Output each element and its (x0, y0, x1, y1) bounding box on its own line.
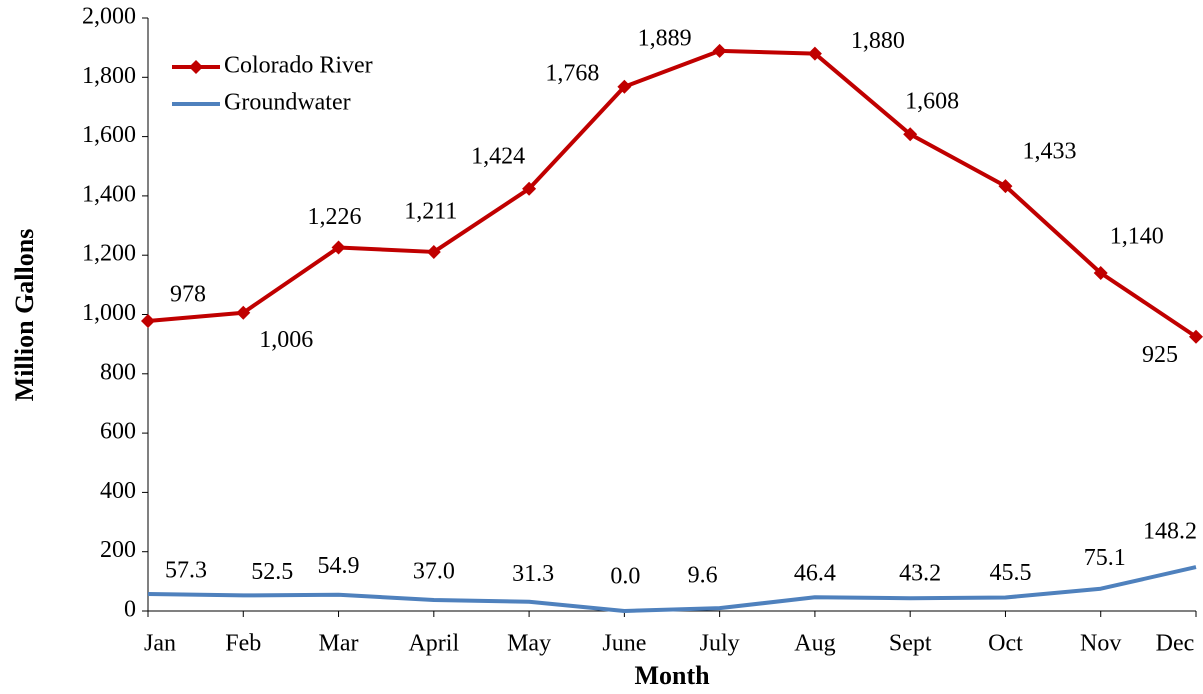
y-tick-label: 800 (100, 359, 136, 385)
marker (331, 240, 346, 255)
marker (998, 179, 1013, 194)
y-tick-label: 1,800 (82, 63, 136, 89)
x-tick-label: Feb (225, 631, 261, 657)
x-tick-label: April (408, 631, 459, 657)
data-label: 1,006 (259, 327, 313, 353)
x-tick-label: Nov (1080, 631, 1121, 657)
data-label: 37.0 (413, 559, 455, 585)
data-label: 54.9 (318, 553, 360, 579)
marker (426, 244, 441, 259)
legend-label: Colorado River (224, 53, 373, 79)
data-label: 1,889 (638, 25, 692, 51)
x-tick-label: Sept (889, 631, 932, 657)
legend-label: Groundwater (224, 90, 351, 116)
y-tick-label: 200 (100, 537, 136, 563)
data-label: 148.2 (1143, 519, 1197, 545)
data-label: 1,424 (471, 143, 525, 169)
y-tick-label: 2,000 (82, 4, 136, 30)
data-label: 1,140 (1110, 223, 1164, 249)
x-tick-label: Oct (988, 631, 1023, 657)
legend-marker (189, 60, 203, 74)
y-tick-label: 1,400 (82, 181, 136, 207)
marker (236, 305, 251, 320)
data-label: 45.5 (989, 560, 1031, 586)
data-label: 1,608 (905, 89, 959, 115)
data-label: 0.0 (610, 564, 640, 590)
y-tick-label: 1,200 (82, 241, 136, 267)
x-tick-label: Jan (144, 631, 176, 657)
x-tick-label: July (700, 631, 740, 657)
data-label: 925 (1142, 342, 1178, 368)
data-label: 46.4 (794, 561, 836, 587)
marker (141, 314, 155, 329)
x-axis-title: Month (634, 661, 710, 690)
marker (807, 46, 822, 61)
marker (712, 43, 727, 58)
data-label: 1,226 (308, 204, 362, 230)
y-tick-label: 1,000 (82, 300, 136, 326)
x-tick-label: May (507, 631, 551, 657)
data-label: 57.3 (165, 558, 207, 584)
y-tick-label: 600 (100, 419, 136, 445)
data-label: 1,211 (404, 198, 457, 224)
y-tick-label: 1,600 (82, 122, 136, 148)
y-tick-label: 400 (100, 478, 136, 504)
data-label: 1,880 (851, 28, 905, 54)
series-line (147, 565, 1197, 613)
data-label: 9.6 (688, 563, 718, 589)
marker (617, 79, 632, 94)
x-tick-label: Aug (794, 631, 835, 657)
data-label: 31.3 (512, 561, 554, 587)
y-tick-label: 0 (124, 597, 136, 623)
x-tick-label: Mar (319, 631, 359, 657)
data-label: 1,768 (545, 60, 599, 86)
marker (1189, 329, 1203, 344)
marker (522, 181, 537, 196)
data-label: 43.2 (899, 561, 941, 587)
x-tick-label: June (602, 631, 646, 657)
marker (903, 127, 918, 142)
y-axis-title: Million Gallons (10, 229, 39, 402)
data-label: 978 (170, 282, 206, 308)
series-line (147, 48, 1198, 339)
marker (1093, 265, 1108, 280)
data-label: 52.5 (251, 559, 293, 585)
x-tick-label: Dec (1156, 631, 1195, 657)
data-label: 75.1 (1084, 545, 1126, 571)
data-label: 1,433 (1022, 139, 1076, 165)
